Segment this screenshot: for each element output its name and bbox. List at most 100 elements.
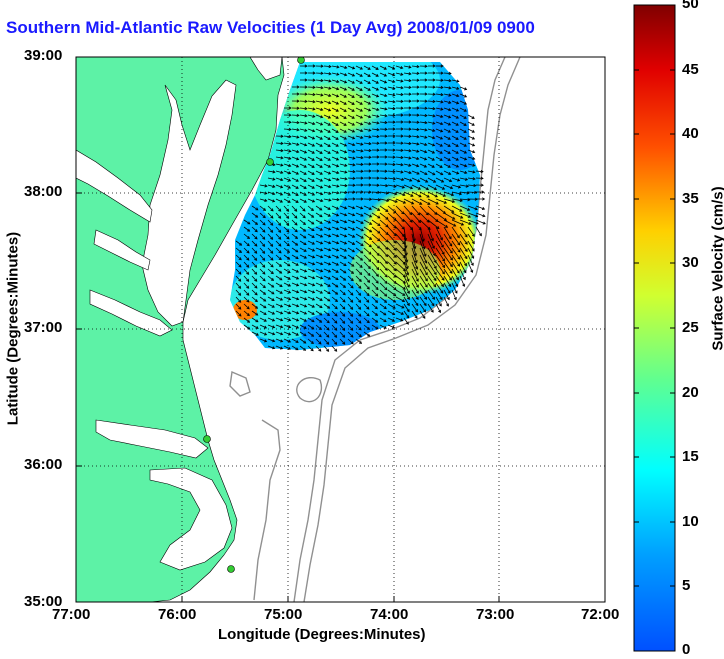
velocity-arrowhead [368, 244, 372, 248]
velocity-arrow [347, 142, 355, 146]
velocity-arrowhead [327, 171, 332, 175]
velocity-arrow [259, 261, 266, 268]
velocity-arrow [363, 289, 370, 296]
velocity-arrowhead [439, 150, 443, 154]
velocity-arrow [403, 65, 411, 68]
velocity-arrow [315, 142, 323, 147]
velocity-arrowhead [439, 136, 444, 140]
velocity-arrowhead [303, 235, 307, 239]
velocity-arrowhead [344, 213, 348, 217]
velocity-arrow [323, 100, 331, 104]
velocity-arrow [363, 114, 371, 118]
velocity-arrowhead [453, 223, 457, 227]
velocity-arrow [323, 163, 331, 168]
velocity-arrow [395, 65, 403, 69]
velocity-arrowhead [286, 215, 290, 219]
velocity-arrow [339, 65, 347, 69]
velocity-arrow [323, 191, 331, 195]
velocity-arrow [347, 317, 353, 324]
velocity-arrow [291, 205, 297, 212]
velocity-arrowhead [377, 198, 381, 202]
velocity-arrowhead [400, 120, 404, 124]
velocity-arrow [339, 114, 347, 119]
velocity-arrowhead [368, 207, 372, 210]
velocity-arrowhead [408, 99, 412, 103]
velocity-arrowhead [351, 136, 356, 140]
velocity-arrow [291, 170, 299, 175]
velocity-arrowhead [444, 224, 449, 228]
velocity-arrowhead [424, 121, 428, 125]
velocity-arrowhead [417, 179, 421, 183]
velocity-arrowhead [327, 157, 331, 161]
velocity-arrowhead [335, 255, 340, 259]
velocity-arrowhead [415, 309, 418, 313]
velocity-arrowhead [447, 164, 451, 168]
velocity-arrowhead [455, 143, 459, 147]
velocity-arrowhead [385, 216, 389, 220]
velocity-arrow [379, 226, 389, 235]
velocity-arrowhead [327, 129, 331, 133]
velocity-arrowhead [471, 136, 476, 140]
velocity-arrow [275, 233, 282, 240]
velocity-arrow [291, 156, 299, 160]
velocity-arrowhead [319, 157, 323, 161]
velocity-arrow [331, 331, 337, 338]
velocity-arrowhead [430, 238, 434, 242]
velocity-arrowhead [263, 312, 267, 315]
velocity-arrow [323, 233, 331, 237]
velocity-arrow [275, 303, 283, 308]
pamlico-sound [149, 467, 233, 571]
velocity-arrowhead [415, 302, 419, 307]
velocity-arrow [347, 233, 355, 238]
velocity-arrow [291, 191, 299, 196]
velocity-arrow [411, 219, 422, 231]
velocity-arrowhead [360, 142, 364, 146]
velocity-arrowhead [423, 157, 428, 161]
velocity-arrow [323, 198, 331, 201]
velocity-arrowhead [408, 113, 412, 117]
velocity-arrow [275, 156, 283, 159]
velocity-arrowhead [343, 115, 347, 119]
velocity-arrow [363, 254, 371, 262]
colorbar-ticks [634, 69, 675, 587]
velocity-arrowhead [246, 285, 250, 289]
velocity-arrow [443, 198, 455, 203]
velocity-arrowhead [303, 164, 307, 168]
velocity-arrowhead [296, 150, 300, 154]
velocity-arrowhead [369, 229, 373, 233]
velocity-arrow [323, 268, 331, 273]
velocity-arrowhead [377, 223, 381, 227]
velocity-arrowhead [456, 277, 459, 281]
velocity-arrow [331, 114, 339, 119]
velocity-arrowhead [304, 64, 308, 68]
velocity-arrow [427, 170, 435, 176]
velocity-arrowhead [311, 333, 315, 337]
velocity-arrow [435, 191, 446, 197]
velocity-arrowhead [350, 334, 354, 338]
velocity-arrow [443, 205, 454, 213]
velocity-arrow [347, 212, 355, 216]
velocity-arrow [459, 156, 467, 160]
velocity-arrow [331, 72, 339, 76]
velocity-arrow [459, 149, 467, 154]
velocity-arrowhead [392, 106, 396, 111]
velocity-arrowhead [262, 222, 266, 226]
velocity-arrowhead [312, 92, 316, 97]
velocity-arrow [315, 303, 323, 308]
velocity-arrow [283, 296, 291, 300]
velocity-arrowhead [310, 348, 314, 352]
velocity-arrowhead [457, 185, 462, 189]
velocity-arrow [419, 247, 427, 264]
velocity-arrowhead [358, 299, 362, 303]
velocity-arrow [435, 86, 444, 88]
velocity-arrow [467, 233, 475, 244]
velocity-arrowhead [304, 283, 308, 287]
velocity-arrowhead [264, 198, 268, 202]
velocity-arrowhead [377, 238, 381, 242]
velocity-arrowhead [335, 284, 339, 288]
velocity-arrow [459, 247, 468, 259]
velocity-arrowhead [384, 155, 388, 159]
velocity-arrowhead [238, 257, 242, 261]
velocity-arrow [307, 142, 315, 147]
velocity-arrow [363, 268, 371, 276]
